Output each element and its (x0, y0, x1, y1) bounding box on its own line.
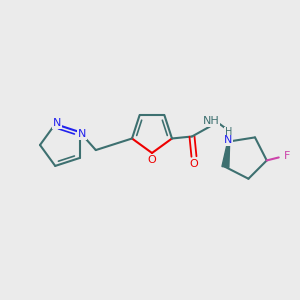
Text: O: O (148, 155, 156, 165)
Text: O: O (190, 160, 198, 170)
Text: N: N (78, 129, 86, 139)
Text: N: N (224, 135, 232, 146)
Text: F: F (284, 152, 290, 161)
Text: N: N (53, 118, 61, 128)
Text: H: H (225, 128, 232, 137)
Text: NH: NH (202, 116, 219, 127)
Polygon shape (222, 131, 230, 167)
